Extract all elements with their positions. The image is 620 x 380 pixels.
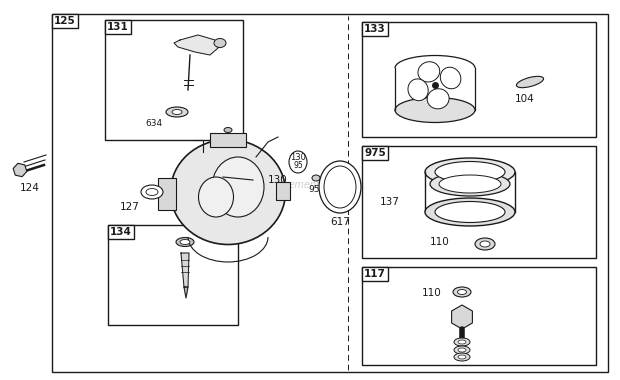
Ellipse shape	[146, 188, 158, 195]
Ellipse shape	[319, 161, 361, 213]
Polygon shape	[174, 35, 218, 55]
Text: 131: 131	[107, 22, 129, 32]
Bar	[362, 146, 596, 258]
Ellipse shape	[166, 107, 188, 117]
Ellipse shape	[408, 79, 428, 101]
Ellipse shape	[435, 201, 505, 223]
Text: 130: 130	[268, 175, 288, 185]
Ellipse shape	[418, 62, 440, 82]
Bar	[52, 14, 608, 372]
Text: 124: 124	[20, 183, 40, 193]
Text: 95: 95	[308, 185, 320, 194]
Ellipse shape	[454, 338, 470, 346]
Text: 127: 127	[120, 202, 140, 212]
Text: 617: 617	[330, 217, 350, 227]
Ellipse shape	[324, 166, 356, 208]
Ellipse shape	[475, 238, 495, 250]
Bar	[108, 225, 134, 239]
Ellipse shape	[454, 353, 470, 361]
Text: 95: 95	[293, 162, 303, 171]
Text: 110: 110	[422, 288, 442, 298]
Ellipse shape	[198, 177, 234, 217]
Ellipse shape	[458, 340, 466, 344]
Ellipse shape	[214, 38, 226, 48]
Text: 130: 130	[290, 154, 306, 163]
Ellipse shape	[224, 128, 232, 133]
Ellipse shape	[458, 348, 466, 352]
Text: 137: 137	[380, 197, 400, 207]
Text: 634: 634	[146, 119, 163, 128]
Text: 134: 134	[110, 227, 132, 237]
Bar	[362, 267, 388, 281]
Ellipse shape	[170, 139, 285, 244]
Bar	[210, 133, 246, 147]
Ellipse shape	[425, 158, 515, 186]
Ellipse shape	[427, 89, 449, 109]
Ellipse shape	[172, 109, 182, 114]
Bar	[52, 14, 78, 28]
Ellipse shape	[395, 98, 475, 122]
Text: 125: 125	[54, 16, 76, 26]
Ellipse shape	[458, 355, 466, 359]
Bar	[362, 146, 388, 160]
Text: 4ReplacementParts.com: 4ReplacementParts.com	[250, 180, 370, 190]
Ellipse shape	[176, 238, 194, 247]
Bar	[362, 267, 596, 365]
Bar	[276, 182, 290, 200]
Ellipse shape	[435, 162, 505, 182]
Bar	[108, 225, 238, 325]
Text: 133: 133	[364, 24, 386, 34]
Bar	[105, 20, 243, 140]
Bar	[362, 22, 596, 137]
Ellipse shape	[440, 67, 461, 89]
Text: 110: 110	[430, 237, 450, 247]
Ellipse shape	[141, 185, 163, 199]
Ellipse shape	[289, 151, 307, 173]
Ellipse shape	[430, 172, 510, 196]
Polygon shape	[184, 287, 188, 298]
Ellipse shape	[425, 198, 515, 226]
Bar	[105, 20, 131, 34]
Text: 975: 975	[364, 148, 386, 158]
Ellipse shape	[453, 287, 471, 297]
Text: 104: 104	[515, 94, 535, 104]
Bar	[158, 178, 176, 210]
Ellipse shape	[212, 157, 264, 217]
Polygon shape	[181, 253, 189, 287]
Ellipse shape	[312, 175, 320, 181]
Bar	[362, 22, 388, 36]
Ellipse shape	[180, 239, 190, 244]
Ellipse shape	[458, 290, 466, 294]
Ellipse shape	[454, 346, 470, 354]
Ellipse shape	[480, 241, 490, 247]
Ellipse shape	[516, 76, 544, 88]
Text: 117: 117	[364, 269, 386, 279]
Ellipse shape	[439, 175, 501, 193]
